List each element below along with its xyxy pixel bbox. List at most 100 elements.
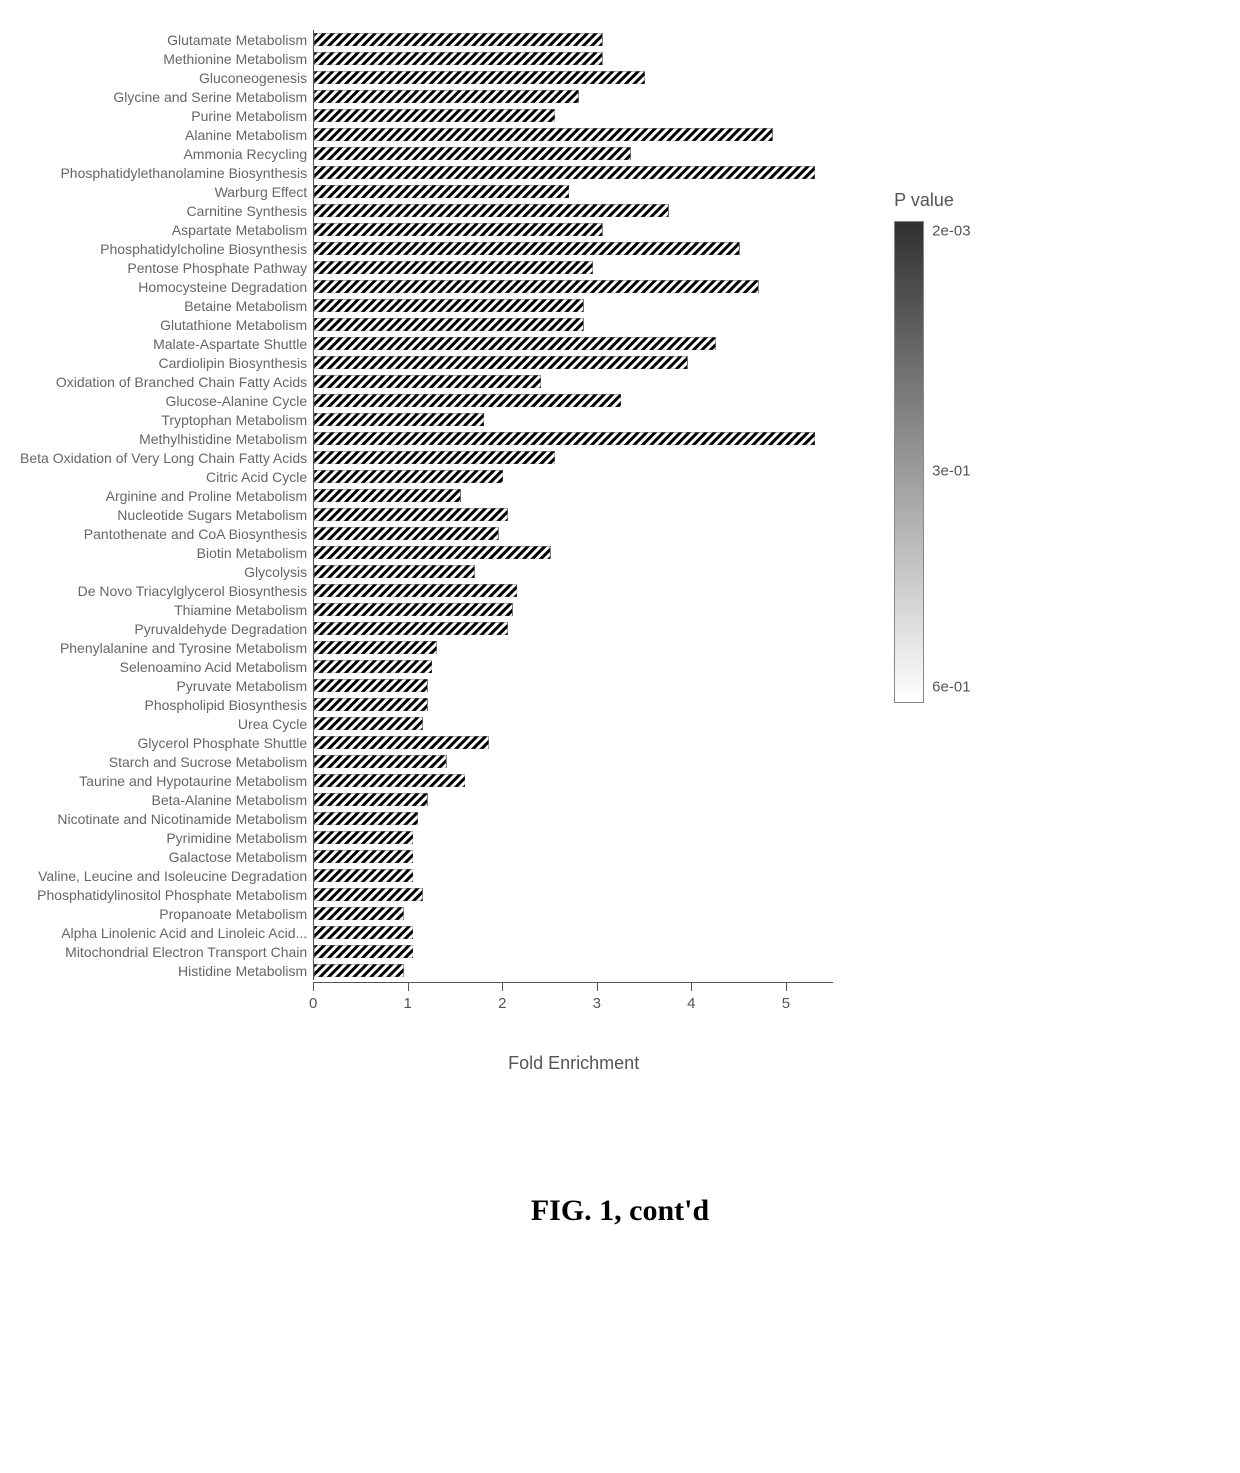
colorbar	[894, 221, 924, 703]
bar	[314, 147, 631, 160]
category-label: Gluconeogenesis	[199, 68, 307, 87]
bar	[314, 679, 427, 692]
x-tick	[408, 983, 409, 991]
bar-row	[314, 619, 834, 638]
category-label: Glutamate Metabolism	[167, 30, 307, 49]
category-label: Malate-Aspartate Shuttle	[153, 334, 307, 353]
category-label: Beta-Alanine Metabolism	[152, 790, 308, 809]
bar	[314, 299, 583, 312]
bar-row	[314, 676, 834, 695]
bar	[314, 375, 541, 388]
bar-row	[314, 942, 834, 961]
colorbar-tick-label: 6e-01	[932, 678, 970, 695]
bar	[314, 90, 579, 103]
bar-row	[314, 714, 834, 733]
x-tick	[691, 983, 692, 991]
bar	[314, 907, 404, 920]
category-label: Alanine Metabolism	[185, 125, 307, 144]
bar-row	[314, 828, 834, 847]
bar	[314, 394, 621, 407]
bar-row	[314, 847, 834, 866]
bar	[314, 660, 432, 673]
category-label: Warburg Effect	[215, 182, 308, 201]
x-tick-label: 3	[593, 995, 601, 1012]
category-label: Alpha Linolenic Acid and Linoleic Acid..…	[61, 923, 307, 942]
bar	[314, 280, 758, 293]
bar	[314, 527, 498, 540]
category-label: Pyrimidine Metabolism	[166, 828, 307, 847]
bar-row	[314, 87, 834, 106]
x-axis: 012345	[313, 982, 833, 1013]
bar	[314, 717, 423, 730]
bar-row	[314, 49, 834, 68]
x-tick	[313, 983, 314, 991]
category-label: Glucose-Alanine Cycle	[166, 391, 308, 410]
bar	[314, 166, 815, 179]
category-label: Betaine Metabolism	[184, 296, 307, 315]
bar	[314, 318, 583, 331]
category-label: Selenoamino Acid Metabolism	[120, 657, 308, 676]
category-label: Histidine Metabolism	[178, 961, 307, 980]
category-label: Carnitine Synthesis	[187, 201, 308, 220]
colorbar-tick-label: 2e-03	[932, 222, 970, 239]
bar	[314, 33, 602, 46]
bars-container	[313, 30, 834, 980]
bar-row	[314, 866, 834, 885]
bar	[314, 356, 687, 369]
bar	[314, 812, 418, 825]
category-label: Glycolysis	[244, 562, 307, 581]
bar	[314, 489, 461, 502]
category-label: Ammonia Recycling	[183, 144, 307, 163]
x-tick-label: 4	[687, 995, 695, 1012]
bar	[314, 736, 489, 749]
x-tick	[502, 983, 503, 991]
bar-row	[314, 353, 834, 372]
bar	[314, 223, 602, 236]
category-label: Pyruvaldehyde Degradation	[134, 619, 307, 638]
bar-row	[314, 505, 834, 524]
colorbar-tick-label: 3e-01	[932, 462, 970, 479]
category-label: Pantothenate and CoA Biosynthesis	[84, 524, 307, 543]
bar	[314, 109, 555, 122]
bar-row	[314, 334, 834, 353]
bar-row	[314, 638, 834, 657]
bar	[314, 242, 739, 255]
bar	[314, 565, 475, 578]
bar-row	[314, 486, 834, 505]
bar	[314, 698, 427, 711]
x-tick-label: 2	[498, 995, 506, 1012]
x-axis-label: Fold Enrichment	[313, 1053, 834, 1074]
bar-row	[314, 809, 834, 828]
x-tick-label: 0	[309, 995, 317, 1012]
category-label: Homocysteine Degradation	[138, 277, 307, 296]
bar-row	[314, 68, 834, 87]
bar-row	[314, 372, 834, 391]
bar-row	[314, 144, 834, 163]
bar-row	[314, 771, 834, 790]
bar-row	[314, 885, 834, 904]
category-label: Pyruvate Metabolism	[176, 676, 307, 695]
category-label: Glutathione Metabolism	[160, 315, 307, 334]
category-label: Beta Oxidation of Very Long Chain Fatty …	[20, 448, 307, 467]
bar-row	[314, 429, 834, 448]
category-label: Phosphatidylethanolamine Biosynthesis	[60, 163, 307, 182]
bar	[314, 888, 423, 901]
bar	[314, 964, 404, 977]
bar	[314, 52, 602, 65]
bar	[314, 850, 413, 863]
bar-row	[314, 961, 834, 980]
bar-row	[314, 562, 834, 581]
bar	[314, 185, 569, 198]
category-label: Methionine Metabolism	[163, 49, 307, 68]
bar	[314, 71, 645, 84]
bar	[314, 413, 484, 426]
category-label: Oxidation of Branched Chain Fatty Acids	[56, 372, 307, 391]
bar	[314, 432, 815, 445]
bar-row	[314, 277, 834, 296]
category-label: Glycerol Phosphate Shuttle	[138, 733, 308, 752]
category-label: Biotin Metabolism	[197, 543, 308, 562]
category-label: Thiamine Metabolism	[174, 600, 307, 619]
bar-row	[314, 752, 834, 771]
colorbar-ticks: 2e-03 3e-01 6e-01	[932, 221, 992, 701]
bar-row	[314, 220, 834, 239]
